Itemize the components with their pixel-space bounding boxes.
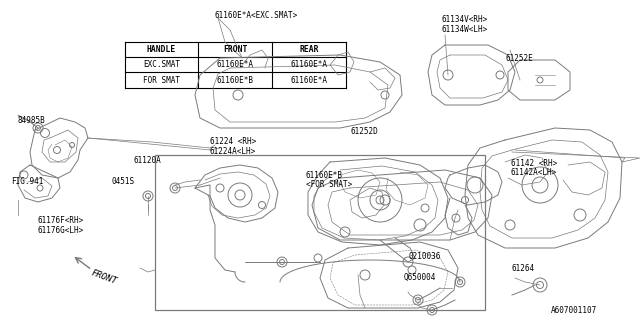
Text: 61142 <RH>: 61142 <RH> [511, 159, 557, 168]
Text: <FOR SMAT>: <FOR SMAT> [306, 180, 352, 189]
Bar [155, 155, 485, 310]
Text: 61224A<LH>: 61224A<LH> [210, 147, 256, 156]
Text: 61160E*B: 61160E*B [306, 171, 343, 180]
Text: 61160E*A: 61160E*A [291, 76, 327, 84]
Text: EXC.SMAT: EXC.SMAT [143, 60, 180, 69]
Text: FRONT: FRONT [223, 45, 248, 54]
Text: REAR: REAR [299, 45, 319, 54]
Text: 61224 <RH>: 61224 <RH> [210, 137, 256, 146]
Text: 61120A: 61120A [133, 156, 161, 164]
Text: 61160E*A: 61160E*A [291, 60, 327, 69]
Text: 61142A<LH>: 61142A<LH> [511, 168, 557, 177]
Text: 0451S: 0451S [112, 177, 135, 186]
Text: 0210036: 0210036 [408, 252, 441, 261]
Text: 61176F<RH>: 61176F<RH> [37, 216, 83, 225]
Text: 61176G<LH>: 61176G<LH> [37, 226, 83, 235]
Text: HANDLE: HANDLE [147, 45, 176, 54]
Text: FRONT: FRONT [90, 268, 118, 286]
Text: 61160E*A<EXC.SMAT>: 61160E*A<EXC.SMAT> [214, 11, 298, 20]
Text: 61160E*A: 61160E*A [217, 60, 253, 69]
Text: FIG.941: FIG.941 [12, 177, 44, 186]
Text: Q650004: Q650004 [403, 273, 436, 282]
Text: 84985B: 84985B [18, 116, 45, 125]
Text: 61134W<LH>: 61134W<LH> [442, 25, 488, 34]
Text: 61252E: 61252E [506, 54, 533, 63]
Text: 61134V<RH>: 61134V<RH> [442, 15, 488, 24]
Text: 61160E*B: 61160E*B [217, 76, 253, 84]
Text: FOR SMAT: FOR SMAT [143, 76, 180, 84]
Text: 61264: 61264 [512, 264, 535, 273]
Text: 61252D: 61252D [351, 127, 378, 136]
Text: A607001107: A607001107 [550, 306, 596, 315]
